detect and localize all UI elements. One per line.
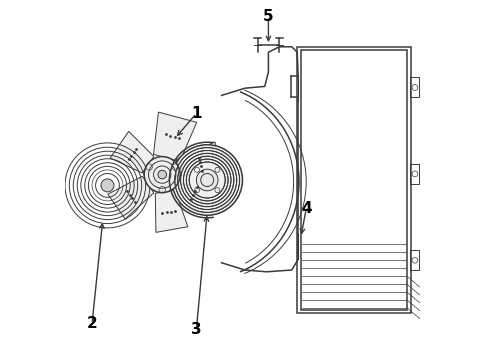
Text: 5: 5: [263, 9, 274, 24]
Polygon shape: [108, 176, 154, 219]
Polygon shape: [110, 131, 154, 173]
Circle shape: [101, 179, 114, 192]
Bar: [410, 164, 419, 184]
Circle shape: [158, 170, 167, 179]
Bar: [410, 77, 419, 97]
Polygon shape: [153, 112, 196, 161]
Text: 1: 1: [191, 106, 202, 121]
Polygon shape: [176, 142, 224, 181]
Polygon shape: [173, 176, 215, 213]
Bar: [297, 47, 411, 313]
Circle shape: [196, 169, 218, 191]
Polygon shape: [155, 190, 188, 232]
Bar: [301, 50, 407, 310]
Circle shape: [144, 157, 180, 193]
Text: 3: 3: [191, 322, 202, 337]
Text: 4: 4: [301, 201, 312, 216]
Bar: [410, 250, 419, 270]
Circle shape: [172, 145, 243, 215]
Text: 2: 2: [87, 316, 98, 332]
